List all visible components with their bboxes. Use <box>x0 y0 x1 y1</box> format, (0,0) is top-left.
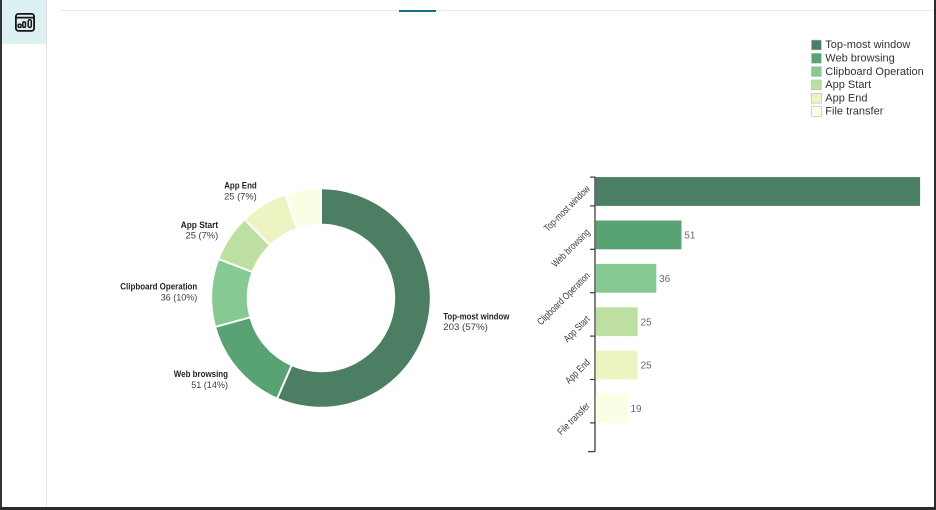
svg-text:Web browsing: Web browsing <box>825 53 895 65</box>
svg-text:Web browsing: Web browsing <box>550 227 593 270</box>
svg-text:25 (7%): 25 (7%) <box>224 191 257 202</box>
svg-text:File transfer: File transfer <box>556 400 593 437</box>
svg-text:203 (57%): 203 (57%) <box>443 322 488 333</box>
svg-text:App Start: App Start <box>562 314 593 345</box>
svg-text:Top-most window: Top-most window <box>542 183 593 234</box>
svg-text:App End: App End <box>825 92 867 104</box>
svg-text:Top-most window: Top-most window <box>443 312 510 323</box>
svg-text:Top-most window: Top-most window <box>825 39 910 51</box>
svg-text:36: 36 <box>659 274 671 285</box>
svg-text:19: 19 <box>631 404 643 415</box>
svg-text:App Start: App Start <box>825 79 871 91</box>
svg-text:25 (7%): 25 (7%) <box>186 231 219 242</box>
svg-text:25: 25 <box>641 361 653 372</box>
svg-text:51: 51 <box>684 231 696 242</box>
svg-text:Web browsing: Web browsing <box>174 369 228 380</box>
svg-text:App Start: App Start <box>181 220 219 231</box>
svg-text:File transfer: File transfer <box>825 106 883 118</box>
svg-text:Clipboard Operation: Clipboard Operation <box>825 66 923 78</box>
svg-text:Clipboard Operation: Clipboard Operation <box>120 282 197 293</box>
svg-text:36 (10%): 36 (10%) <box>161 292 198 303</box>
svg-text:App End: App End <box>564 357 593 386</box>
svg-text:51 (14%): 51 (14%) <box>191 380 228 391</box>
svg-text:App End: App End <box>224 181 257 192</box>
svg-text:25: 25 <box>641 317 653 328</box>
